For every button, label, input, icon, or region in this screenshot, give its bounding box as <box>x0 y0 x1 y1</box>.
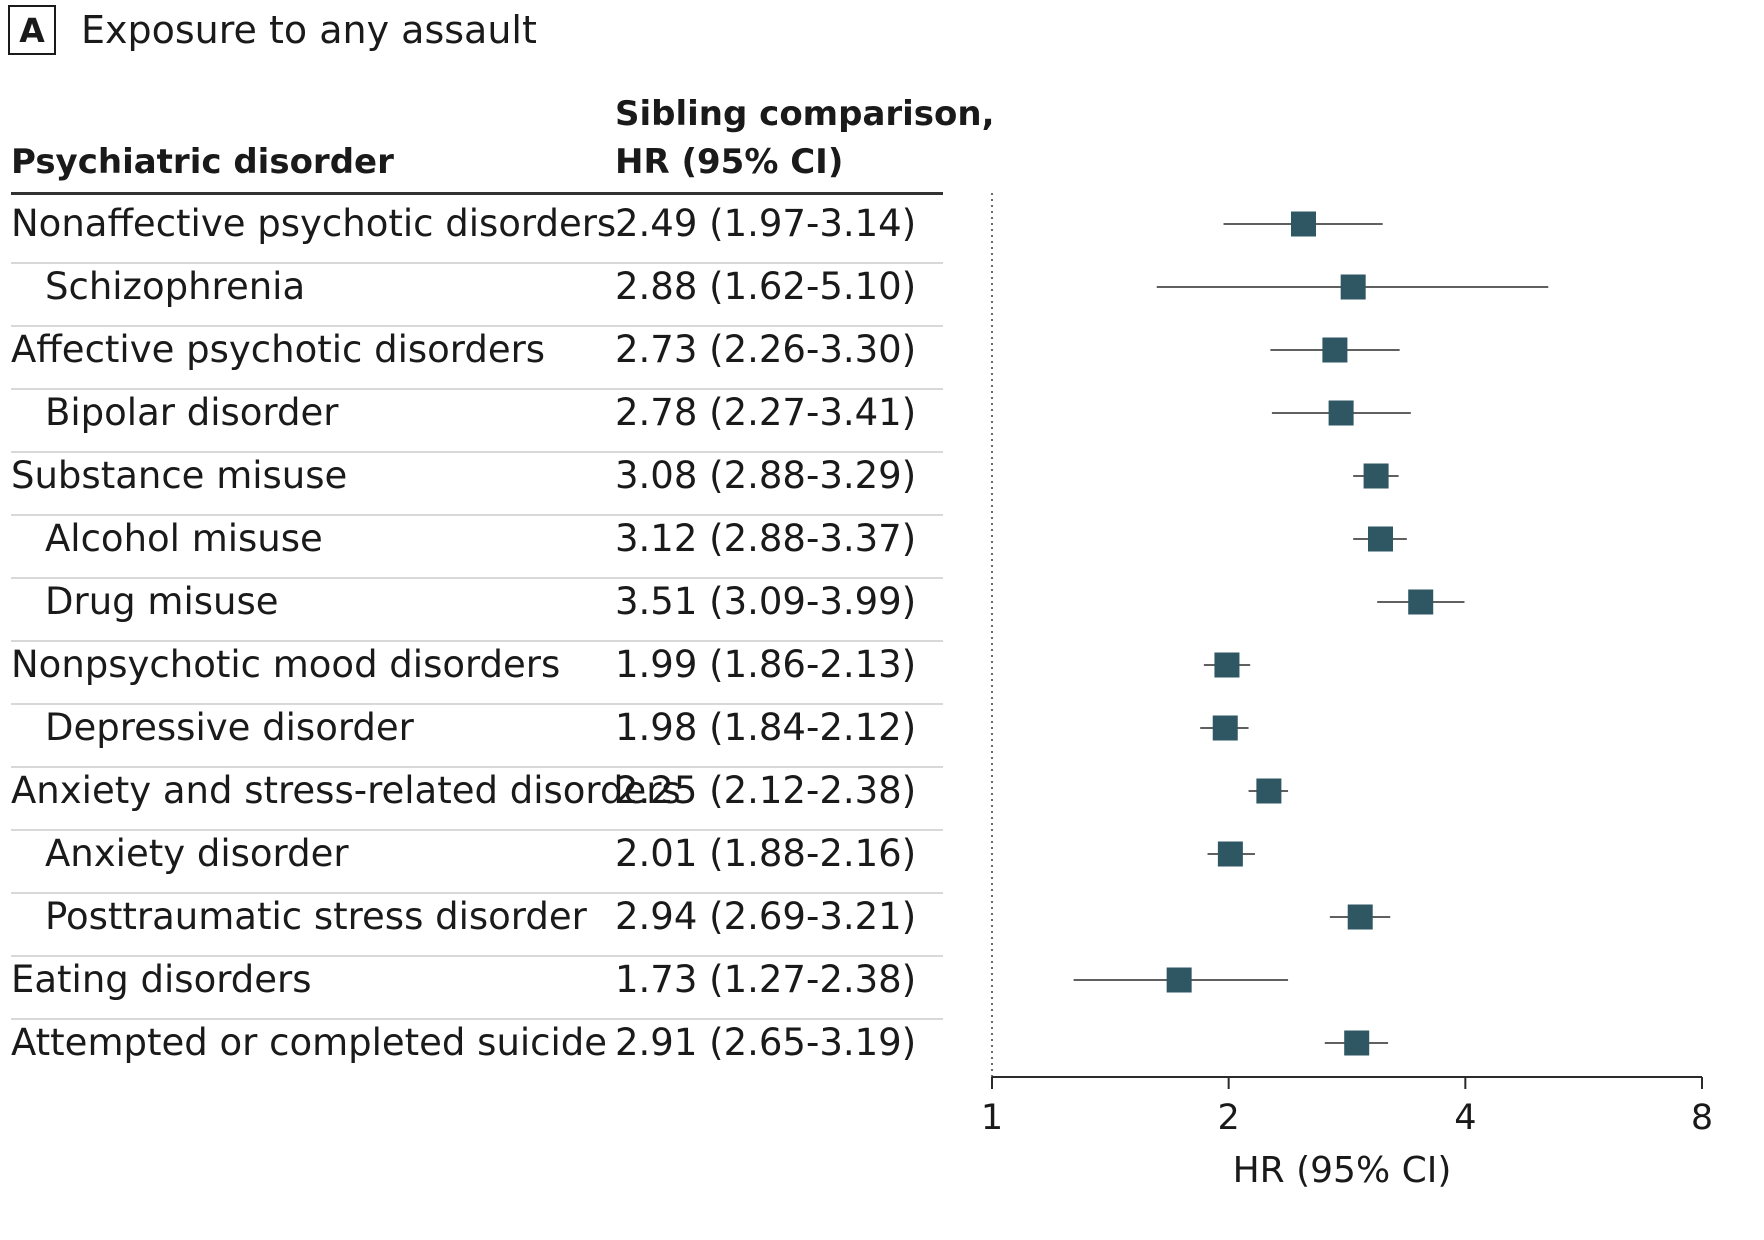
row-label: Schizophrenia <box>45 265 306 308</box>
panel-letter: A <box>8 5 56 55</box>
row-hr-value: 3.12 (2.88-3.37) <box>615 517 917 560</box>
row-hr-value: 2.25 (2.12-2.38) <box>615 769 917 812</box>
hr-marker <box>1290 211 1316 237</box>
hr-marker <box>1166 967 1192 993</box>
row-divider <box>11 262 943 264</box>
row-hr-value: 1.99 (1.86-2.13) <box>615 643 917 686</box>
row-divider <box>11 955 943 957</box>
row-label: Depressive disorder <box>45 706 414 749</box>
row-hr-value: 2.78 (2.27-3.41) <box>615 391 917 434</box>
hr-marker <box>1214 652 1240 678</box>
row-label: Affective psychotic disorders <box>11 328 546 371</box>
row-divider <box>11 703 943 705</box>
hr-marker <box>1256 778 1282 804</box>
hr-marker <box>1363 463 1389 489</box>
row-label: Posttraumatic stress disorder <box>45 895 587 938</box>
row-label: Nonaffective psychotic disorders <box>11 202 617 245</box>
row-hr-value: 1.98 (1.84-2.12) <box>615 706 917 749</box>
hr-column-header-line2: HR (95% CI) <box>615 142 844 182</box>
row-label: Alcohol misuse <box>45 517 323 560</box>
row-divider <box>11 892 943 894</box>
x-tick-label: 1 <box>981 1098 1003 1138</box>
header-rule <box>11 192 943 195</box>
row-label: Substance misuse <box>11 454 348 497</box>
row-hr-value: 3.51 (3.09-3.99) <box>615 580 917 623</box>
row-hr-value: 3.08 (2.88-3.29) <box>615 454 917 497</box>
row-hr-value: 2.49 (1.97-3.14) <box>615 202 917 245</box>
hr-marker <box>1340 274 1366 300</box>
row-divider <box>11 514 943 516</box>
hr-marker <box>1322 337 1348 363</box>
row-divider <box>11 766 943 768</box>
row-divider <box>11 388 943 390</box>
x-axis-label: HR (95% CI) <box>1233 1150 1452 1191</box>
hr-marker <box>1212 715 1238 741</box>
row-hr-value: 2.01 (1.88-2.16) <box>615 832 917 875</box>
row-hr-value: 2.88 (1.62-5.10) <box>615 265 917 308</box>
panel-title: Exposure to any assault <box>81 8 537 52</box>
x-tick-label: 8 <box>1691 1098 1713 1138</box>
hr-marker <box>1408 589 1434 615</box>
row-divider <box>11 829 943 831</box>
row-label: Drug misuse <box>45 580 279 623</box>
x-tick-label: 4 <box>1454 1098 1476 1138</box>
hr-marker <box>1347 904 1373 930</box>
row-divider <box>11 577 943 579</box>
row-label: Attempted or completed suicide <box>11 1021 608 1064</box>
hr-column-header-line1: Sibling comparison, <box>615 94 995 134</box>
row-hr-value: 2.94 (2.69-3.21) <box>615 895 917 938</box>
row-hr-value: 2.91 (2.65-3.19) <box>615 1021 917 1064</box>
hr-marker <box>1367 526 1393 552</box>
hr-marker <box>1217 841 1243 867</box>
row-label: Anxiety disorder <box>45 832 349 875</box>
row-hr-value: 2.73 (2.26-3.30) <box>615 328 917 371</box>
hr-marker <box>1344 1030 1370 1056</box>
x-tick-label: 2 <box>1218 1098 1240 1138</box>
row-label: Eating disorders <box>11 958 312 1001</box>
hr-marker <box>1328 400 1354 426</box>
row-divider <box>11 1018 943 1020</box>
row-hr-value: 1.73 (1.27-2.38) <box>615 958 917 1001</box>
row-divider <box>11 640 943 642</box>
disorder-column-header: Psychiatric disorder <box>11 142 394 182</box>
row-divider <box>11 451 943 453</box>
row-label: Anxiety and stress-related disorders <box>11 769 681 812</box>
row-divider <box>11 325 943 327</box>
row-label: Nonpsychotic mood disorders <box>11 643 561 686</box>
row-label: Bipolar disorder <box>45 391 339 434</box>
